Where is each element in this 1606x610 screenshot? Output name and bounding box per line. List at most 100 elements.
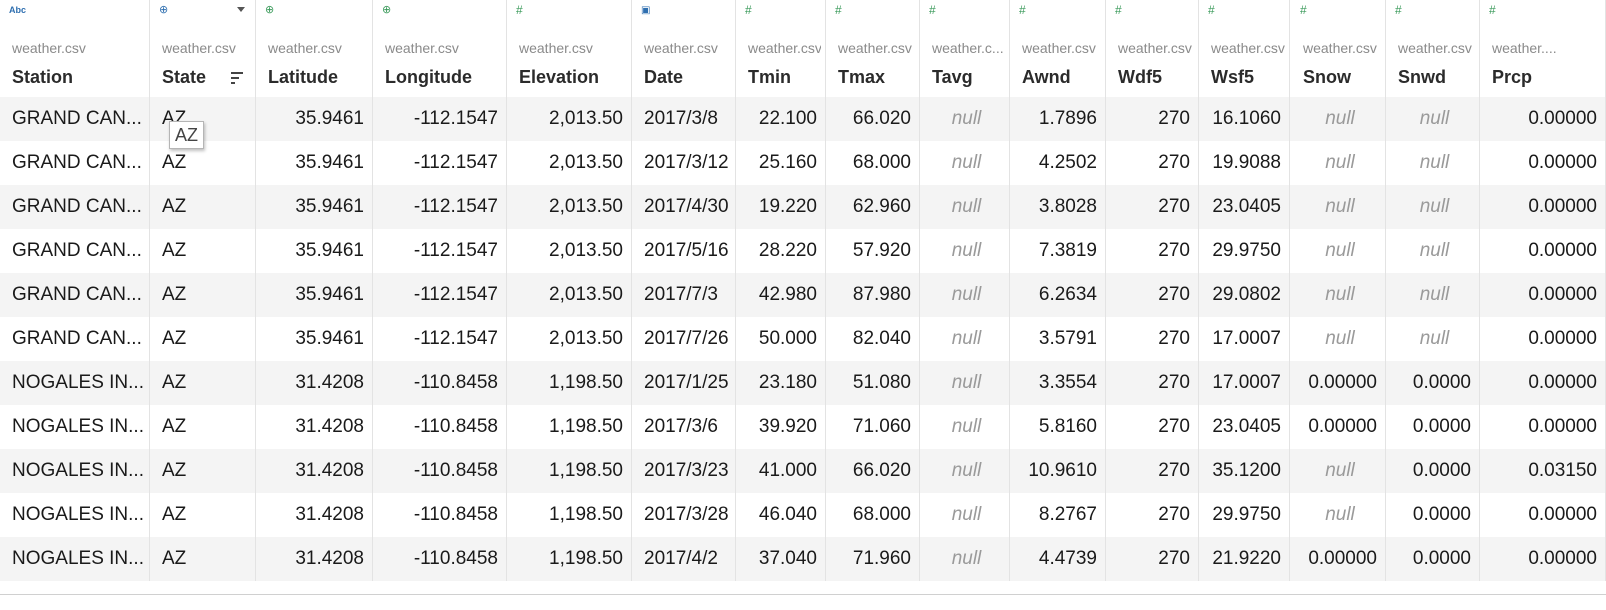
cell-tmax[interactable]: 51.080 (826, 361, 920, 405)
column-header-snwd[interactable]: # weather.csv Snwd (1386, 0, 1480, 97)
cell-prcp[interactable]: 0.00000 (1480, 229, 1606, 273)
column-menu-chevron-down-icon[interactable] (237, 7, 245, 12)
cell-wsf5[interactable]: 17.0007 (1199, 317, 1290, 361)
cell-snwd[interactable]: null (1386, 273, 1480, 317)
table-row[interactable]: NOGALES IN... AZ 31.4208 -110.8458 1,198.50 2… (0, 449, 1606, 493)
cell-snwd[interactable]: 0.0000 (1386, 361, 1480, 405)
table-row[interactable]: NOGALES IN... AZ 31.4208 -110.8458 1,198.50 2… (0, 537, 1606, 581)
column-header-tmax[interactable]: # weather.csv Tmax (826, 0, 920, 97)
cell-elevation[interactable]: 2,013.50 (507, 273, 632, 317)
cell-latitude[interactable]: 31.4208 (256, 405, 373, 449)
cell-tavg[interactable]: null (920, 185, 1010, 229)
cell-tmin[interactable]: 22.100 (736, 97, 826, 141)
cell-prcp[interactable]: 0.00000 (1480, 141, 1606, 185)
cell-tavg[interactable]: null (920, 405, 1010, 449)
column-header-prcp[interactable]: # weather.... Prcp (1480, 0, 1606, 97)
cell-tavg[interactable]: null (920, 97, 1010, 141)
column-header-state[interactable]: ⊕ weather.csv State (150, 0, 256, 97)
cell-state[interactable]: AZ (150, 361, 256, 405)
cell-elevation[interactable]: 1,198.50 (507, 449, 632, 493)
cell-tavg[interactable]: null (920, 537, 1010, 581)
cell-elevation[interactable]: 1,198.50 (507, 493, 632, 537)
cell-tmax[interactable]: 66.020 (826, 449, 920, 493)
cell-tmin[interactable]: 46.040 (736, 493, 826, 537)
cell-tmin[interactable]: 19.220 (736, 185, 826, 229)
cell-wdf5[interactable]: 270 (1106, 449, 1199, 493)
cell-latitude[interactable]: 31.4208 (256, 537, 373, 581)
cell-longitude[interactable]: -110.8458 (373, 537, 507, 581)
table-row[interactable]: NOGALES IN... AZ 31.4208 -110.8458 1,198.50 2… (0, 361, 1606, 405)
cell-station[interactable]: GRAND CAN... (0, 317, 150, 361)
cell-tmin[interactable]: 50.000 (736, 317, 826, 361)
cell-state[interactable]: AZ (150, 449, 256, 493)
cell-prcp[interactable]: 0.00000 (1480, 361, 1606, 405)
cell-tmax[interactable]: 68.000 (826, 141, 920, 185)
cell-date[interactable]: 2017/5/16 (632, 229, 736, 273)
cell-latitude[interactable]: 35.9461 (256, 229, 373, 273)
cell-snwd[interactable]: 0.0000 (1386, 405, 1480, 449)
cell-latitude[interactable]: 31.4208 (256, 449, 373, 493)
cell-latitude[interactable]: 35.9461 (256, 273, 373, 317)
column-header-wdf5[interactable]: # weather.csv Wdf5 (1106, 0, 1199, 97)
cell-wdf5[interactable]: 270 (1106, 97, 1199, 141)
cell-awnd[interactable]: 10.9610 (1010, 449, 1106, 493)
cell-snow[interactable]: null (1291, 273, 1386, 317)
cell-snwd[interactable]: 0.0000 (1386, 493, 1480, 537)
cell-longitude[interactable]: -110.8458 (373, 405, 507, 449)
cell-elevation[interactable]: 2,013.50 (507, 141, 632, 185)
cell-state[interactable]: AZ (150, 273, 256, 317)
cell-station[interactable]: NOGALES IN... (0, 361, 150, 405)
cell-elevation[interactable]: 2,013.50 (507, 185, 632, 229)
cell-prcp[interactable]: 0.00000 (1480, 185, 1606, 229)
cell-prcp[interactable]: 0.00000 (1480, 405, 1606, 449)
cell-date[interactable]: 2017/7/26 (632, 317, 736, 361)
cell-wsf5[interactable]: 29.9750 (1199, 493, 1290, 537)
cell-wdf5[interactable]: 270 (1106, 493, 1199, 537)
cell-state[interactable]: AZ (150, 229, 256, 273)
column-header-longitude[interactable]: ⊕ weather.csv Longitude (373, 0, 507, 97)
cell-station[interactable]: NOGALES IN... (0, 493, 150, 537)
cell-elevation[interactable]: 1,198.50 (507, 537, 632, 581)
cell-state[interactable]: AZ (150, 537, 256, 581)
cell-elevation[interactable]: 2,013.50 (507, 317, 632, 361)
cell-tmax[interactable]: 82.040 (826, 317, 920, 361)
cell-date[interactable]: 2017/3/6 (632, 405, 736, 449)
cell-state[interactable]: AZ (150, 317, 256, 361)
cell-snow[interactable]: null (1291, 229, 1386, 273)
cell-wsf5[interactable]: 23.0405 (1199, 185, 1290, 229)
cell-prcp[interactable]: 0.00000 (1480, 97, 1606, 141)
cell-snow[interactable]: 0.00000 (1291, 361, 1386, 405)
cell-snwd[interactable]: null (1386, 317, 1480, 361)
cell-snow[interactable]: null (1291, 449, 1386, 493)
cell-station[interactable]: GRAND CAN... (0, 229, 150, 273)
cell-station[interactable]: NOGALES IN... (0, 537, 150, 581)
cell-state[interactable]: AZ (150, 405, 256, 449)
cell-date[interactable]: 2017/1/25 (632, 361, 736, 405)
table-row[interactable]: GRAND CAN... AZ 35.9461 -112.1547 2,013.50 20… (0, 317, 1606, 361)
cell-latitude[interactable]: 35.9461 (256, 185, 373, 229)
table-row[interactable]: NOGALES IN... AZ 31.4208 -110.8458 1,198.50 2… (0, 405, 1606, 449)
cell-state[interactable]: AZ (150, 185, 256, 229)
cell-snow[interactable]: null (1291, 317, 1386, 361)
cell-tavg[interactable]: null (920, 361, 1010, 405)
cell-snow[interactable]: 0.00000 (1291, 405, 1386, 449)
cell-snow[interactable]: null (1291, 493, 1386, 537)
cell-latitude[interactable]: 35.9461 (256, 317, 373, 361)
cell-tmax[interactable]: 68.000 (826, 493, 920, 537)
cell-awnd[interactable]: 5.8160 (1010, 405, 1106, 449)
cell-date[interactable]: 2017/3/8 (632, 97, 736, 141)
column-header-date[interactable]: ▣ weather.csv Date (632, 0, 736, 97)
cell-wsf5[interactable]: 21.9220 (1199, 537, 1290, 581)
cell-date[interactable]: 2017/4/2 (632, 537, 736, 581)
cell-awnd[interactable]: 1.7896 (1010, 97, 1106, 141)
cell-date[interactable]: 2017/3/23 (632, 449, 736, 493)
cell-prcp[interactable]: 0.00000 (1480, 493, 1606, 537)
cell-elevation[interactable]: 2,013.50 (507, 229, 632, 273)
cell-tmax[interactable]: 71.060 (826, 405, 920, 449)
cell-wdf5[interactable]: 270 (1106, 537, 1199, 581)
cell-tmin[interactable]: 37.040 (736, 537, 826, 581)
cell-snwd[interactable]: 0.0000 (1386, 449, 1480, 493)
cell-awnd[interactable]: 3.3554 (1010, 361, 1106, 405)
cell-wdf5[interactable]: 270 (1106, 405, 1199, 449)
cell-station[interactable]: NOGALES IN... (0, 405, 150, 449)
